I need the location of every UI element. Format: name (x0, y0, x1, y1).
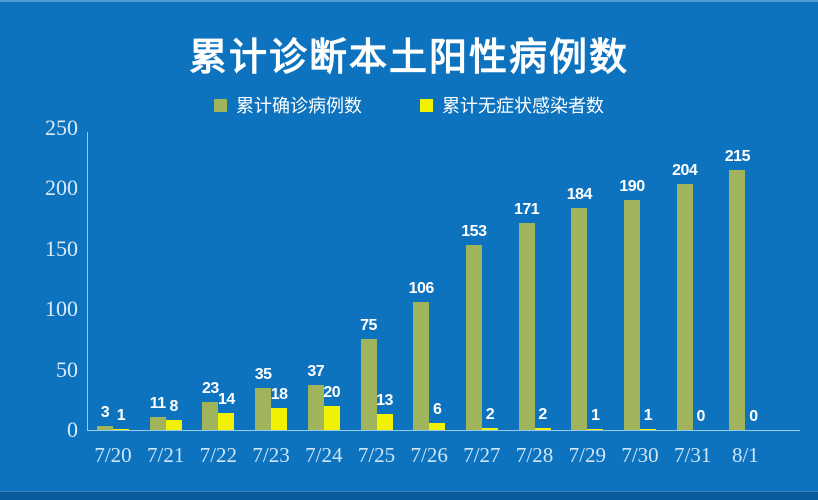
bar-asymptomatic (376, 414, 393, 430)
x-tick-label: 7/24 (305, 443, 343, 467)
bar-value-label-asymptomatic: 2 (485, 405, 495, 423)
bar-value-label-confirmed: 215 (724, 148, 751, 166)
x-tick-label: 8/1 (731, 443, 759, 467)
bar-asymptomatic (165, 420, 182, 430)
bar-confirmed (413, 301, 430, 430)
bar-confirmed (518, 223, 535, 430)
x-tick-label: 7/20 (94, 443, 132, 467)
bar-value-label-asymptomatic: 18 (270, 386, 288, 404)
legend-item-label: 累计无症状感染者数 (442, 96, 604, 116)
bar-confirmed (202, 402, 219, 430)
bar-value-label-confirmed: 11 (149, 394, 166, 412)
x-tick-label: 7/27 (463, 443, 501, 467)
bar-value-label-confirmed: 3 (100, 404, 110, 422)
x-tick-label: 7/30 (621, 443, 659, 467)
legend-item: 累计无症状感染者数 (420, 92, 604, 118)
bar-value-label-confirmed: 106 (408, 279, 435, 297)
bar-asymptomatic (587, 428, 604, 430)
x-tick-label: 7/22 (199, 443, 238, 467)
y-tick-label: 100 (45, 296, 78, 322)
bar-value-label-confirmed: 75 (360, 317, 377, 335)
bar-asymptomatic (218, 413, 235, 430)
legend-item: 累计确诊病例数 (214, 92, 362, 118)
bar-value-label-asymptomatic: 20 (323, 383, 341, 401)
bar-value-label-confirmed: 37 (307, 363, 325, 381)
bar-value-label-asymptomatic: 0 (749, 408, 758, 425)
x-tick-label: 7/29 (568, 443, 606, 467)
bar-confirmed (97, 426, 113, 430)
y-tick-label: 150 (45, 235, 78, 261)
bar-confirmed (729, 170, 746, 430)
bar-value-label-asymptomatic: 8 (169, 398, 178, 416)
bar-value-label-asymptomatic: 1 (591, 406, 600, 424)
bar-value-label-asymptomatic: 2 (538, 405, 547, 423)
x-tick-label: 7/23 (252, 443, 290, 467)
bar-value-label-asymptomatic: 6 (432, 400, 442, 418)
top-edge-highlight (0, 0, 818, 2)
bar-asymptomatic (323, 405, 340, 430)
y-tick-label: 200 (45, 175, 78, 201)
bar-value-label-confirmed: 35 (254, 365, 272, 383)
x-tick-label: 7/28 (515, 443, 554, 467)
x-axis-line (87, 430, 800, 431)
bar-value-label-confirmed: 23 (201, 380, 219, 398)
bar-asymptomatic (481, 427, 498, 430)
y-tick-label: 50 (56, 356, 78, 382)
bar-value-label-confirmed: 171 (513, 201, 540, 219)
bar-asymptomatic (534, 427, 551, 430)
chart-title: 累计诊断本土阳性病例数 (188, 37, 629, 79)
legend-item-label: 累计确诊病例数 (236, 96, 362, 116)
bar-asymptomatic (113, 428, 129, 430)
legend: 累计确诊病例数 累计无症状感染者数 (0, 92, 818, 118)
x-tick-label: 7/21 (147, 443, 185, 467)
bar-value-label-asymptomatic: 1 (116, 406, 126, 424)
x-tick-label: 7/25 (357, 443, 396, 467)
bar-asymptomatic (271, 408, 288, 430)
y-tick-label: 0 (67, 417, 78, 442)
bar-value-label-asymptomatic: 14 (217, 391, 235, 409)
bar-confirmed (255, 387, 272, 430)
bar-value-label-asymptomatic: 0 (696, 408, 705, 425)
bar-confirmed (571, 207, 588, 430)
bar-asymptomatic (640, 428, 656, 430)
bar-value-label-confirmed: 204 (672, 161, 698, 179)
bar-confirmed (360, 339, 377, 430)
bar-confirmed (676, 183, 693, 430)
x-tick-label: 7/31 (674, 443, 712, 467)
bar-value-label-asymptomatic: 13 (376, 392, 393, 410)
x-tick-label: 7/26 (410, 443, 448, 467)
y-axis-line (87, 132, 88, 430)
bar-asymptomatic (429, 422, 446, 430)
bar-value-label-confirmed: 184 (566, 185, 593, 203)
bar-confirmed (149, 416, 166, 430)
bar-confirmed (307, 385, 324, 430)
legend-swatch-icon (214, 98, 227, 112)
bar-confirmed (465, 245, 482, 430)
bar-value-label-asymptomatic: 1 (643, 406, 653, 424)
bar-value-label-confirmed: 190 (619, 178, 645, 196)
bar-value-label-confirmed: 153 (461, 223, 487, 241)
y-tick-label: 250 (45, 115, 78, 140)
bottom-edge-strip (0, 491, 818, 500)
bar-confirmed (624, 200, 640, 430)
legend-swatch-icon (420, 98, 433, 112)
